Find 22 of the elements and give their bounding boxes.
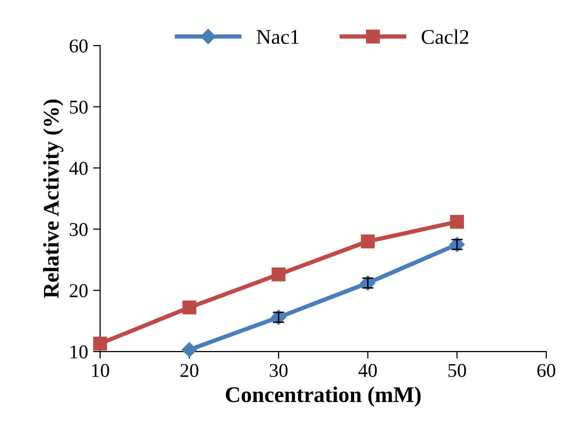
legend-label: Nac1: [256, 30, 299, 44]
x-axis-title: Concentration (mM): [226, 386, 421, 407]
point: [360, 234, 375, 248]
y-tick-label: 20: [70, 284, 88, 298]
y-tick-label: 60: [70, 39, 88, 53]
y-tick-label: 50: [70, 100, 88, 114]
y-tick-label: 40: [69, 162, 88, 175]
x-tick-label: 60: [537, 364, 556, 378]
y-tick-label: 10: [70, 345, 88, 358]
point: [272, 267, 286, 282]
x-tick-label: 40: [358, 364, 377, 378]
x-tick-label: 20: [180, 364, 198, 378]
x-tick-label: 50: [448, 364, 466, 378]
y-axis-title: Relative Activity (%): [43, 100, 64, 298]
y-tick-label: 30: [70, 222, 88, 236]
legend-label: Cacl2: [422, 29, 468, 44]
point: [182, 300, 196, 314]
point: [450, 214, 464, 229]
x-tick-label: 10: [92, 364, 110, 378]
point: [182, 342, 197, 358]
point: [93, 336, 108, 351]
x-tick-label: 30: [270, 364, 288, 378]
